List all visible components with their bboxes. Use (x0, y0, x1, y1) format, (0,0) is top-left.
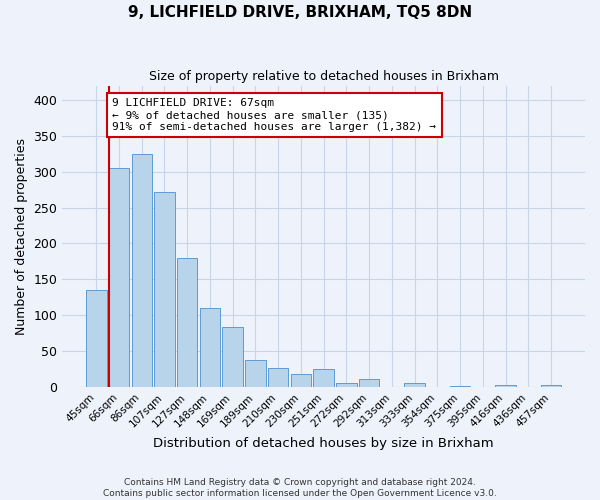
Bar (541, 385, 561, 387)
Bar (86, 290, 107, 387)
Text: 9, LICHFIELD DRIVE, BRIXHAM, TQ5 8DN: 9, LICHFIELD DRIVE, BRIXHAM, TQ5 8DN (128, 5, 472, 20)
Bar (313, 369, 334, 387)
Bar (336, 384, 356, 387)
Bar (290, 374, 311, 387)
Bar (154, 192, 175, 387)
Bar (223, 328, 243, 387)
Text: Contains HM Land Registry data © Crown copyright and database right 2024.
Contai: Contains HM Land Registry data © Crown c… (103, 478, 497, 498)
Title: Size of property relative to detached houses in Brixham: Size of property relative to detached ho… (149, 70, 499, 83)
Bar (245, 360, 266, 387)
Text: 9 LICHFIELD DRIVE: 67sqm
← 9% of detached houses are smaller (135)
91% of semi-d: 9 LICHFIELD DRIVE: 67sqm ← 9% of detache… (112, 98, 436, 132)
Bar (109, 168, 129, 387)
Bar (268, 368, 289, 387)
Bar (177, 258, 197, 387)
Bar (359, 379, 379, 387)
Bar (450, 386, 470, 387)
Bar (404, 384, 425, 387)
X-axis label: Distribution of detached houses by size in Brixham: Distribution of detached houses by size … (154, 437, 494, 450)
Bar (200, 308, 220, 387)
Bar (131, 154, 152, 387)
Y-axis label: Number of detached properties: Number of detached properties (15, 138, 28, 335)
Bar (496, 385, 516, 387)
